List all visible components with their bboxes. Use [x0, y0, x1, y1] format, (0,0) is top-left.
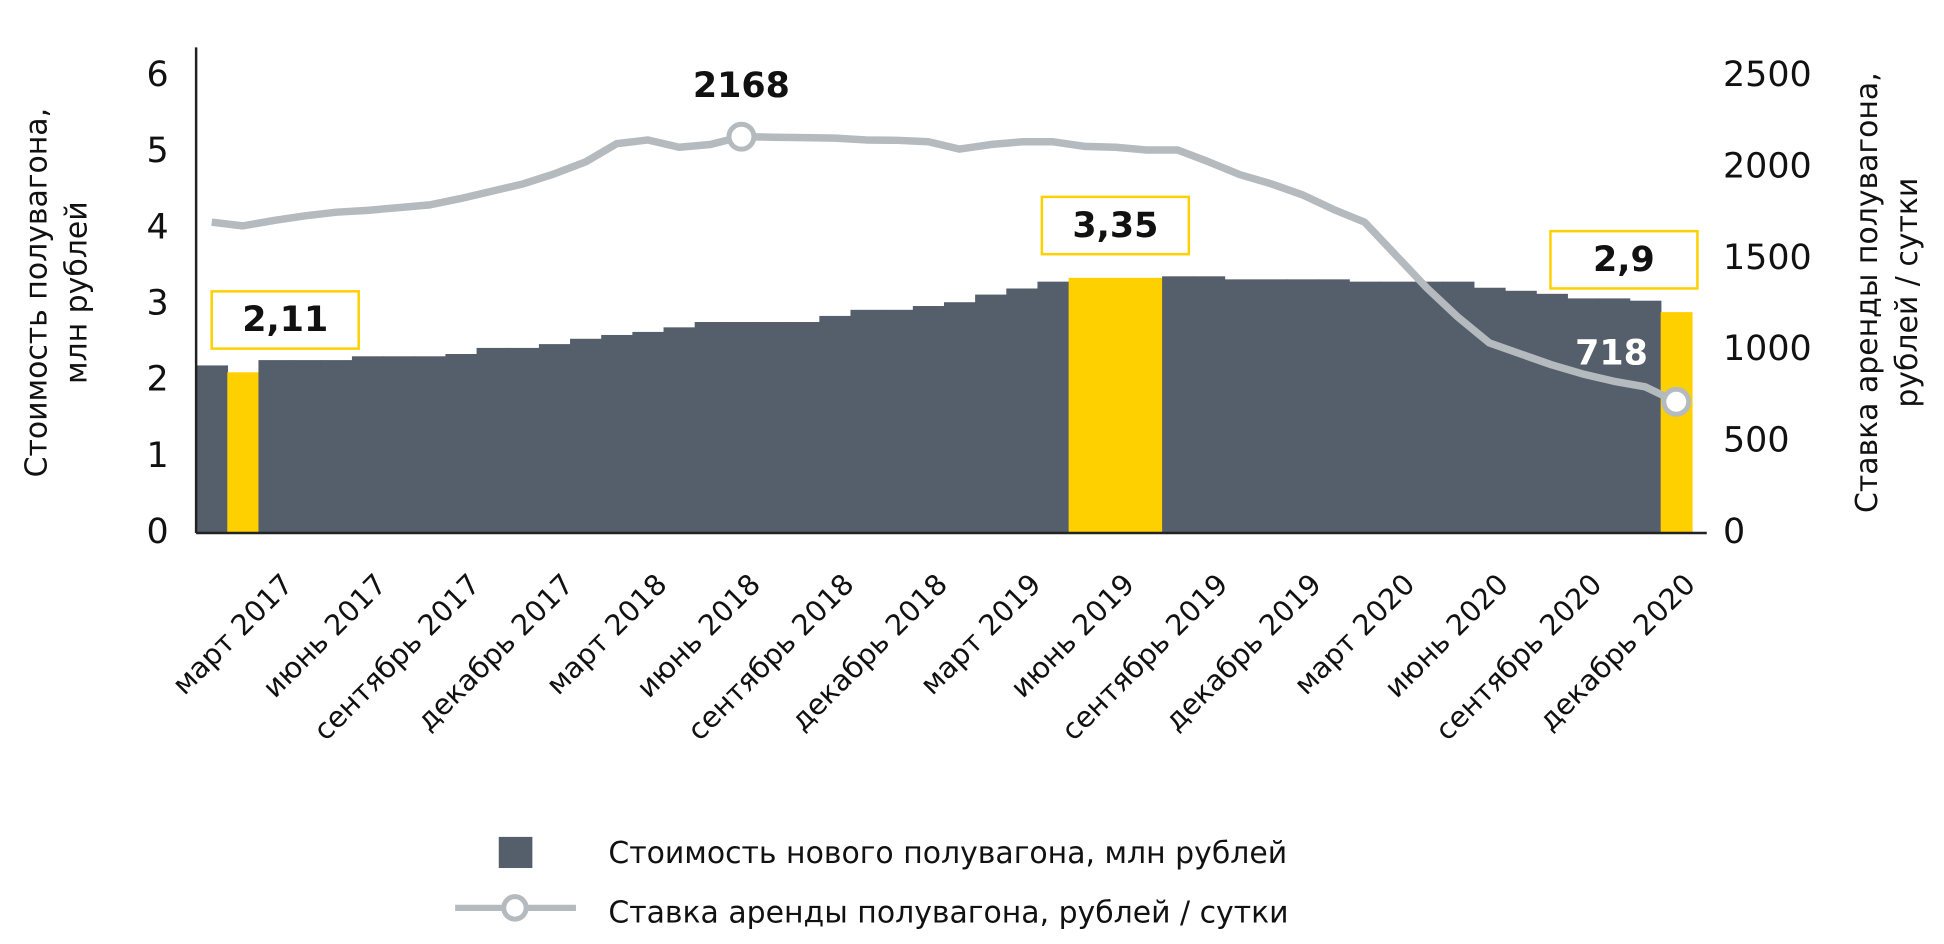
bar: [1411, 281, 1444, 534]
value-label-box: [1040, 195, 1191, 256]
bar: [351, 356, 384, 534]
bar: [1037, 281, 1070, 534]
bar: [632, 331, 665, 534]
bar: [601, 334, 634, 534]
y-axis-title: Стоимость полувагона,: [19, 108, 54, 478]
bar: [258, 360, 291, 534]
bar: [757, 322, 789, 534]
bar: [1317, 279, 1350, 534]
y-axis-title: млн рублей: [59, 201, 94, 384]
legend-label: Стоимость нового полувагона, млн рублей: [608, 836, 1287, 871]
line: [211, 132, 1678, 406]
bar: [1193, 276, 1226, 534]
legend-marker: [501, 894, 529, 922]
bar: [289, 360, 322, 534]
y2-tick-label: 1500: [1723, 238, 1812, 278]
bar: [1162, 276, 1195, 534]
value-label: 3,35: [1072, 206, 1158, 246]
value-label: 2,11: [242, 300, 328, 340]
y2-axis-title: рублей / сутки: [1890, 178, 1925, 408]
y-tick-label: 6: [147, 55, 169, 95]
y-tick-label: 3: [147, 283, 169, 323]
bar: [1006, 288, 1039, 534]
y-tick-label: 5: [147, 131, 169, 171]
y2-tick-label: 500: [1723, 421, 1790, 461]
bar: [414, 356, 447, 534]
bar: [1286, 279, 1319, 534]
bar: [1255, 279, 1288, 534]
y-tick-label: 1: [147, 436, 169, 476]
bar: [1068, 277, 1101, 534]
bar: [788, 322, 821, 534]
bar: [1598, 298, 1631, 534]
bar: [1349, 281, 1381, 534]
line-marker: [1661, 386, 1692, 417]
x-tick-label: сентябрь 2019: [1054, 567, 1234, 747]
y-tick-label: 4: [147, 207, 169, 247]
y2-tick-label: 2000: [1723, 146, 1812, 186]
value-label-box: [210, 290, 360, 350]
x-tick-label: сентябрь 2017: [307, 567, 487, 747]
bar: [912, 306, 945, 534]
bar: [570, 338, 602, 534]
line-value-label: 2168: [693, 66, 790, 106]
bar: [1099, 277, 1132, 534]
bar: [476, 347, 509, 534]
y2-tick-label: 0: [1723, 512, 1745, 552]
line-value-label: 718: [1575, 333, 1648, 373]
bar: [975, 294, 1008, 534]
axis-titles: Стоимость полувагона, млн рублей Ставка …: [19, 72, 1925, 513]
bar: [943, 302, 976, 534]
bar: [1504, 290, 1537, 534]
bar: [1629, 300, 1662, 534]
value-label: 2,9: [1593, 240, 1655, 280]
y2-axis-title: Ставка аренды полувагона,: [1850, 72, 1885, 513]
legend-swatch: [498, 836, 533, 869]
bar: [819, 315, 852, 534]
line-marker: [726, 121, 757, 152]
legend-label: Ставка аренды полувагона, рублей / сутки: [608, 896, 1288, 931]
bar: [850, 309, 883, 534]
y2-tick-label: 2500: [1723, 55, 1812, 95]
y-tick-label: 2: [147, 360, 169, 400]
bar: [881, 309, 914, 534]
bar: [1224, 279, 1257, 534]
bar: [1536, 293, 1568, 534]
bar: [663, 327, 696, 534]
bar: [445, 354, 478, 534]
x-tick-label: сентябрь 2020: [1428, 567, 1608, 747]
bar: [1130, 277, 1163, 534]
bar: [538, 344, 571, 534]
bar: [1380, 281, 1413, 534]
value-label-box: [1549, 229, 1699, 290]
bar: [1660, 312, 1693, 534]
bar: [507, 347, 540, 534]
bar: [196, 365, 229, 534]
y2-tick-label: 1000: [1723, 329, 1812, 369]
bar: [383, 356, 415, 534]
bar: [725, 322, 758, 534]
bar: [694, 322, 727, 534]
x-tick-label: сентябрь 2018: [680, 567, 860, 747]
bar: [1567, 298, 1600, 534]
bar: [227, 372, 260, 534]
y-tick-label: 0: [147, 512, 169, 552]
bar: [320, 360, 353, 534]
bar: [1473, 287, 1506, 534]
